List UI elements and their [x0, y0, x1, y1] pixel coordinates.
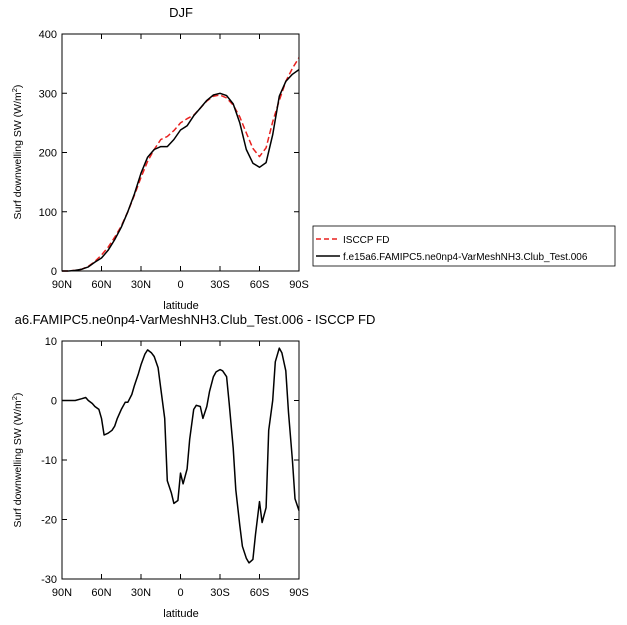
bottom-panel: a6.FAMIPC5.ne0np4-VarMeshNH3.Club_Test.0…: [10, 312, 375, 620]
bottom-series-lines: [62, 347, 300, 564]
bottom-x-ticks: 90N 60N 30N 0 30S 60S 90S: [52, 341, 309, 599]
bottom-ylabel-sup: 2: [10, 396, 19, 400]
bottom-ytick-label: 10: [45, 336, 57, 348]
bottom-xtick-label: 0: [177, 587, 183, 599]
top-xtick-label: 90N: [52, 279, 72, 291]
bottom-ytick-label: -20: [41, 515, 57, 527]
top-panel: DJF Surf downwelling SW (W/m2) 0 100 200 30…: [10, 5, 309, 312]
top-xlabel: latitude: [163, 300, 198, 312]
bottom-xtick-label: 90N: [52, 587, 72, 599]
bottom-xtick-label: 60S: [250, 587, 270, 599]
top-series-lines: [62, 57, 300, 272]
bottom-ylabel-end: ): [12, 393, 24, 397]
top-series-line-0: [62, 57, 300, 272]
top-ytick-label: 100: [39, 207, 57, 219]
top-xtick-label: 30N: [131, 279, 151, 291]
bottom-xtick-label: 30N: [131, 587, 151, 599]
bottom-ylabel-main: Surf downwelling SW (W/m: [12, 400, 24, 527]
top-ylabel-sup: 2: [10, 88, 19, 92]
bottom-y-ticks: -30 -20 -10 0 10: [41, 336, 299, 586]
top-title: DJF: [169, 5, 193, 20]
top-series-line-1: [62, 68, 300, 272]
bottom-xtick-label: 30S: [210, 587, 230, 599]
legend-label-isccp: ISCCP FD: [343, 235, 390, 246]
legend-label-model: f.e15a6.FAMIPC5.ne0np4-VarMeshNH3.Club_T…: [343, 252, 588, 263]
top-plot-frame: [61, 33, 300, 272]
bottom-xlabel: latitude: [163, 608, 198, 620]
bottom-ytick-label: 0: [51, 396, 57, 408]
top-x-ticks: 90N 60N 30N 0 30S 60S 90S: [52, 34, 309, 291]
top-xtick-label: 90S: [289, 279, 309, 291]
top-y-ticks: 0 100 200 300 400: [39, 29, 299, 278]
bottom-plot-frame: [61, 340, 300, 580]
bottom-series-line-0: [62, 347, 300, 564]
top-ylabel-end: ): [12, 85, 24, 89]
legend-box: [312, 225, 616, 267]
top-ylabel: Surf downwelling SW (W/m2): [10, 85, 24, 220]
top-ylabel-main: Surf downwelling SW (W/m: [12, 92, 24, 219]
top-xtick-label: 60N: [91, 279, 111, 291]
bottom-xtick-label: 60N: [91, 587, 111, 599]
top-ytick-label: 200: [39, 148, 57, 160]
bottom-ytick-label: -30: [41, 574, 57, 586]
bottom-title: a6.FAMIPC5.ne0np4-VarMeshNH3.Club_Test.0…: [15, 312, 376, 327]
bottom-xtick-label: 90S: [289, 587, 309, 599]
top-xtick-label: 0: [177, 279, 183, 291]
bottom-ylabel: Surf downwelling SW (W/m2): [10, 393, 24, 528]
bottom-ytick-label: -10: [41, 455, 57, 467]
top-xtick-label: 60S: [250, 279, 270, 291]
top-xtick-label: 30S: [210, 279, 230, 291]
top-ytick-label: 400: [39, 29, 57, 41]
top-ytick-label: 0: [51, 266, 57, 278]
top-ytick-label: 300: [39, 88, 57, 100]
legend: ISCCP FD f.e15a6.FAMIPC5.ne0np4-VarMeshN…: [312, 225, 616, 267]
